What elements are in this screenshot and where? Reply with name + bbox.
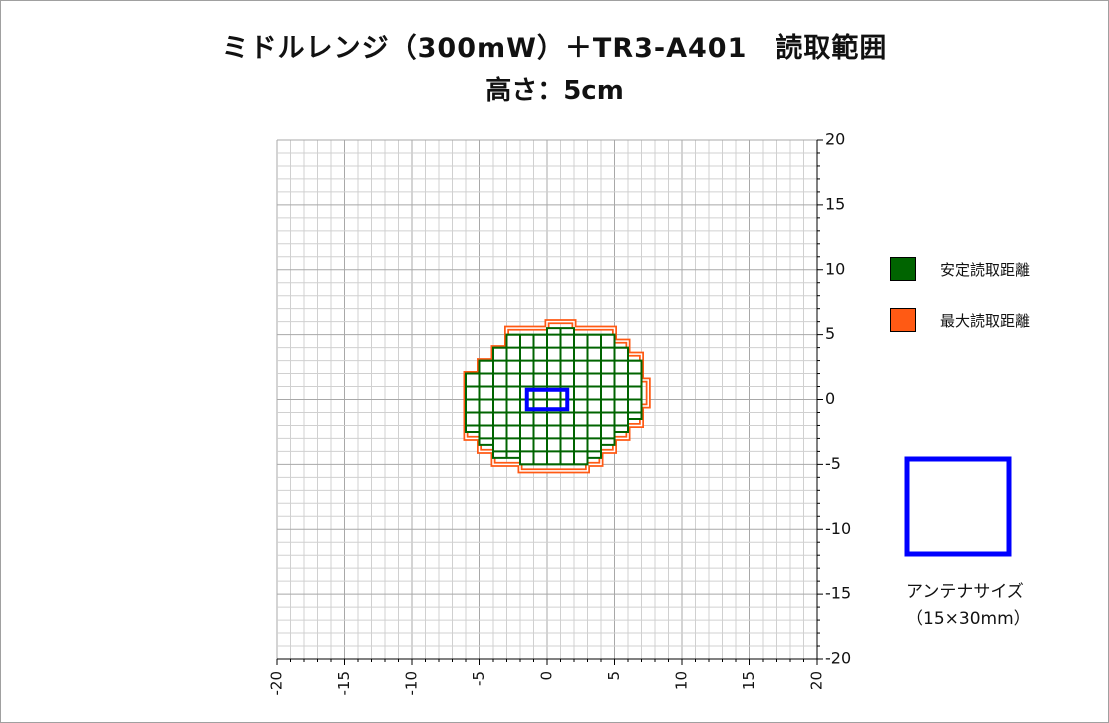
x-tick-label: 15 bbox=[740, 671, 758, 690]
x-tick-label: -10 bbox=[403, 671, 421, 696]
antenna-rect bbox=[524, 387, 570, 412]
x-tick-label: -5 bbox=[470, 671, 488, 686]
antenna-size-dimensions: （15×30mm） bbox=[906, 609, 1031, 629]
legend-swatch-stable bbox=[890, 257, 916, 281]
legend-label-stable: 安定読取距離 bbox=[940, 260, 1031, 279]
y-tick-label: 15 bbox=[825, 194, 845, 213]
legend-swatch-max bbox=[890, 308, 916, 332]
y-tick-label: 5 bbox=[825, 324, 835, 343]
x-tick-label: 5 bbox=[605, 671, 623, 681]
legend-label-max: 最大読取距離 bbox=[940, 311, 1031, 330]
legend-item-max: 最大読取距離 bbox=[890, 308, 1030, 332]
x-tick-label: 10 bbox=[673, 671, 691, 690]
x-tick-label: -20 bbox=[268, 671, 286, 696]
chart-title: ミドルレンジ（300mW）＋TR3-A401 読取範囲 bbox=[221, 33, 888, 64]
y-tick-label: 20 bbox=[825, 130, 845, 149]
y-tick-label: -20 bbox=[825, 649, 851, 668]
y-tick-label: 10 bbox=[825, 259, 845, 278]
y-tick-label: 0 bbox=[825, 389, 835, 408]
x-tick-label: 20 bbox=[808, 671, 826, 690]
stable-read-range-background bbox=[466, 328, 642, 465]
x-tick-label: -15 bbox=[335, 671, 353, 696]
antenna-size-label: アンテナサイズ bbox=[906, 582, 1024, 602]
chart-subtitle: 高さ：5cm bbox=[485, 76, 624, 106]
x-tick-label: 0 bbox=[538, 671, 556, 681]
y-tick-label: -10 bbox=[825, 519, 851, 538]
stable-read-range-outline bbox=[465, 327, 643, 466]
y-tick-label: -15 bbox=[825, 584, 851, 603]
y-tick-label: -5 bbox=[825, 454, 841, 473]
legend-item-stable: 安定読取距離 bbox=[890, 257, 1030, 281]
